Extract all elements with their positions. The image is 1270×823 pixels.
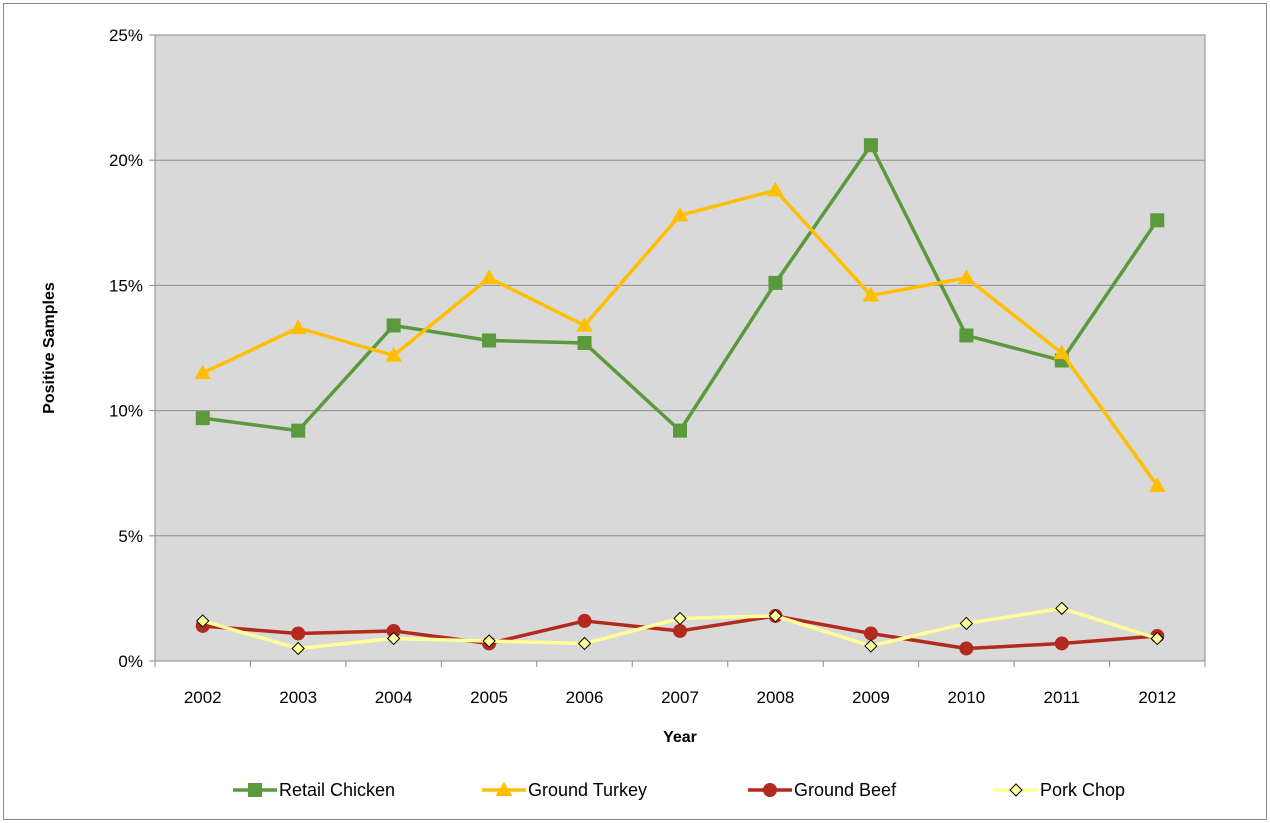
plot-area bbox=[154, 34, 1206, 662]
data-point-pork-chop bbox=[768, 609, 783, 623]
data-point-ground-beef bbox=[291, 626, 306, 641]
data-point-ground-turkey bbox=[289, 319, 307, 335]
legend-item-retail-chicken: Retail Chicken bbox=[233, 780, 395, 800]
legend-item-ground-beef: Ground Beef bbox=[748, 780, 897, 800]
data-point-retail-chicken bbox=[386, 318, 401, 333]
data-point-pork-chop bbox=[482, 634, 496, 648]
x-tick-label: 2009 bbox=[852, 688, 890, 707]
x-tick-label: 2006 bbox=[566, 688, 604, 707]
series-ground-turkey bbox=[194, 181, 1166, 492]
data-point-ground-turkey bbox=[671, 206, 689, 222]
data-point-ground-turkey bbox=[385, 347, 402, 362]
data-point-pork-chop bbox=[1055, 601, 1069, 616]
axes: 0% 5% 10% 15% 20% 25% 2002 2003 2004 2005 2006 2007… bbox=[109, 26, 1206, 707]
data-point-retail-chicken bbox=[482, 333, 497, 348]
data-point-ground-beef bbox=[863, 626, 878, 641]
y-tick-label: 20% bbox=[109, 151, 143, 170]
y-tick-label: 5% bbox=[118, 527, 143, 546]
x-tick-label: 2010 bbox=[947, 688, 985, 707]
data-point-retail-chicken bbox=[768, 275, 783, 290]
data-point-ground-turkey bbox=[576, 316, 593, 332]
data-point-retail-chicken bbox=[291, 423, 306, 438]
y-tick-label: 15% bbox=[109, 276, 143, 295]
data-point-pork-chop bbox=[577, 636, 592, 651]
legend-label-ground-beef: Ground Beef bbox=[794, 780, 897, 800]
series-pork-chop bbox=[196, 601, 1164, 656]
x-tick-label: 2003 bbox=[279, 688, 317, 707]
data-point-pork-chop bbox=[291, 641, 305, 656]
x-axis-title: Year bbox=[663, 729, 697, 746]
data-point-retail-chicken bbox=[1150, 213, 1165, 228]
data-point-ground-turkey bbox=[194, 364, 212, 380]
y-tick-label: 0% bbox=[118, 652, 143, 671]
x-tick-label: 2005 bbox=[470, 688, 508, 707]
data-point-ground-turkey bbox=[767, 181, 784, 197]
data-point-ground-turkey bbox=[480, 269, 498, 284]
legend: Retail Chicken Ground Turkey Ground Beef Po… bbox=[233, 780, 1125, 800]
gridlines bbox=[155, 34, 1205, 537]
data-point-pork-chop bbox=[864, 639, 878, 653]
legend-item-ground-turkey: Ground Turkey bbox=[482, 780, 647, 800]
x-tick-label: 2004 bbox=[375, 688, 413, 707]
y-axis-title: Positive Samples bbox=[41, 282, 58, 414]
data-point-ground-beef bbox=[959, 641, 974, 656]
legend-marker-ground-turkey bbox=[495, 781, 513, 797]
data-point-ground-beef bbox=[673, 623, 687, 638]
legend-label-pork-chop: Pork Chop bbox=[1040, 780, 1125, 800]
data-point-retail-chicken bbox=[195, 411, 210, 426]
legend-marker-retail-chicken bbox=[248, 783, 262, 797]
data-point-pork-chop bbox=[386, 631, 401, 646]
data-point-ground-turkey bbox=[862, 286, 880, 302]
series-layer bbox=[194, 138, 1166, 656]
x-tick-label: 2007 bbox=[661, 688, 699, 707]
series-retail-chicken bbox=[195, 138, 1165, 438]
data-point-pork-chop bbox=[196, 614, 210, 628]
data-point-ground-turkey bbox=[1053, 344, 1071, 360]
y-tick-label: 25% bbox=[109, 26, 143, 45]
data-point-retail-chicken bbox=[577, 335, 592, 350]
x-tick-label: 2012 bbox=[1138, 688, 1176, 707]
legend-marker-ground-beef bbox=[763, 783, 777, 797]
legend-marker-pork-chop bbox=[1009, 783, 1023, 797]
data-point-retail-chicken bbox=[673, 423, 687, 438]
x-tick-label: 2008 bbox=[757, 688, 795, 707]
y-tick-label: 10% bbox=[109, 402, 143, 421]
legend-label-retail-chicken: Retail Chicken bbox=[279, 780, 395, 800]
data-point-pork-chop bbox=[1150, 631, 1164, 646]
data-point-ground-turkey bbox=[1148, 477, 1166, 492]
data-point-ground-beef bbox=[577, 613, 592, 628]
data-point-ground-turkey bbox=[958, 269, 975, 284]
legend-label-ground-turkey: Ground Turkey bbox=[528, 780, 647, 800]
x-tick-label: 2002 bbox=[184, 688, 222, 707]
data-point-ground-beef bbox=[1054, 636, 1069, 651]
data-point-pork-chop bbox=[959, 616, 974, 631]
data-point-retail-chicken bbox=[863, 138, 878, 153]
data-point-pork-chop bbox=[673, 611, 687, 626]
x-tick-label: 2011 bbox=[1044, 688, 1081, 707]
legend-item-pork-chop: Pork Chop bbox=[994, 780, 1125, 800]
data-point-retail-chicken bbox=[959, 328, 974, 343]
